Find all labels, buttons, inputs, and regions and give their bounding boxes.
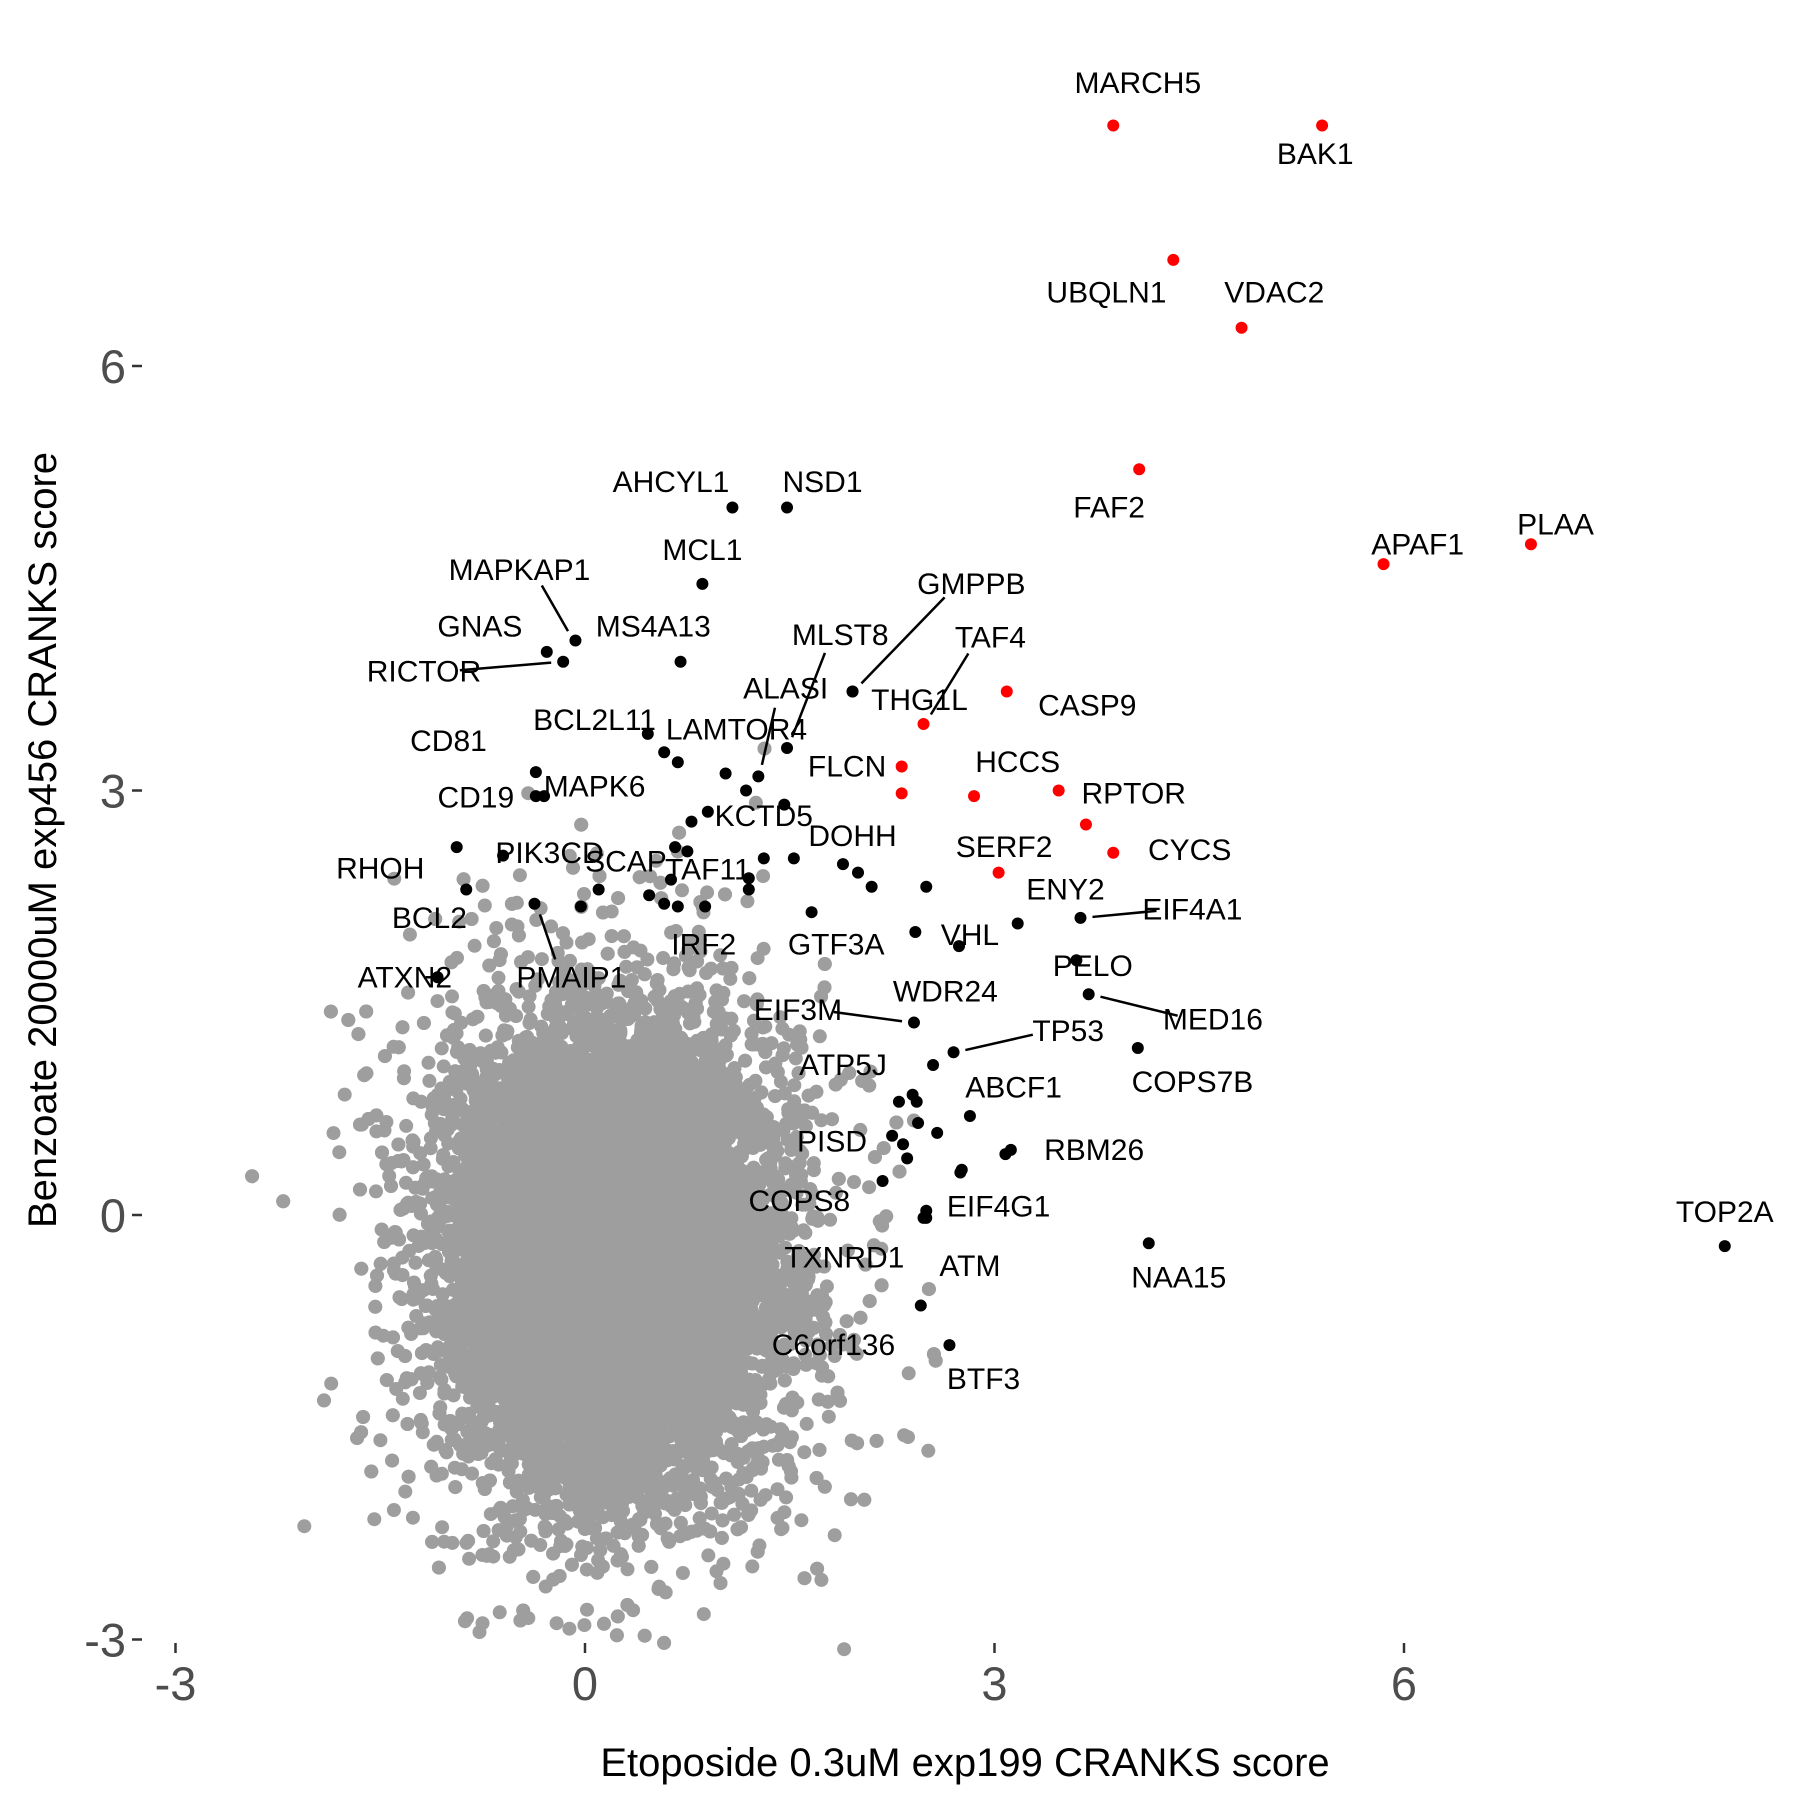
background-point bbox=[297, 1519, 312, 1534]
background-point bbox=[369, 1184, 383, 1199]
background-point bbox=[430, 994, 445, 1009]
background-point bbox=[577, 1618, 592, 1633]
background-point bbox=[691, 924, 706, 939]
background-point bbox=[492, 1605, 507, 1620]
background-point bbox=[827, 1528, 842, 1543]
background-point bbox=[422, 1073, 437, 1088]
background-point bbox=[704, 1506, 719, 1521]
background-point bbox=[744, 1483, 759, 1498]
background-point bbox=[589, 846, 604, 861]
background-point bbox=[435, 1520, 450, 1535]
background-point bbox=[577, 887, 591, 901]
background-point bbox=[405, 1510, 420, 1525]
background-points bbox=[245, 741, 943, 1657]
